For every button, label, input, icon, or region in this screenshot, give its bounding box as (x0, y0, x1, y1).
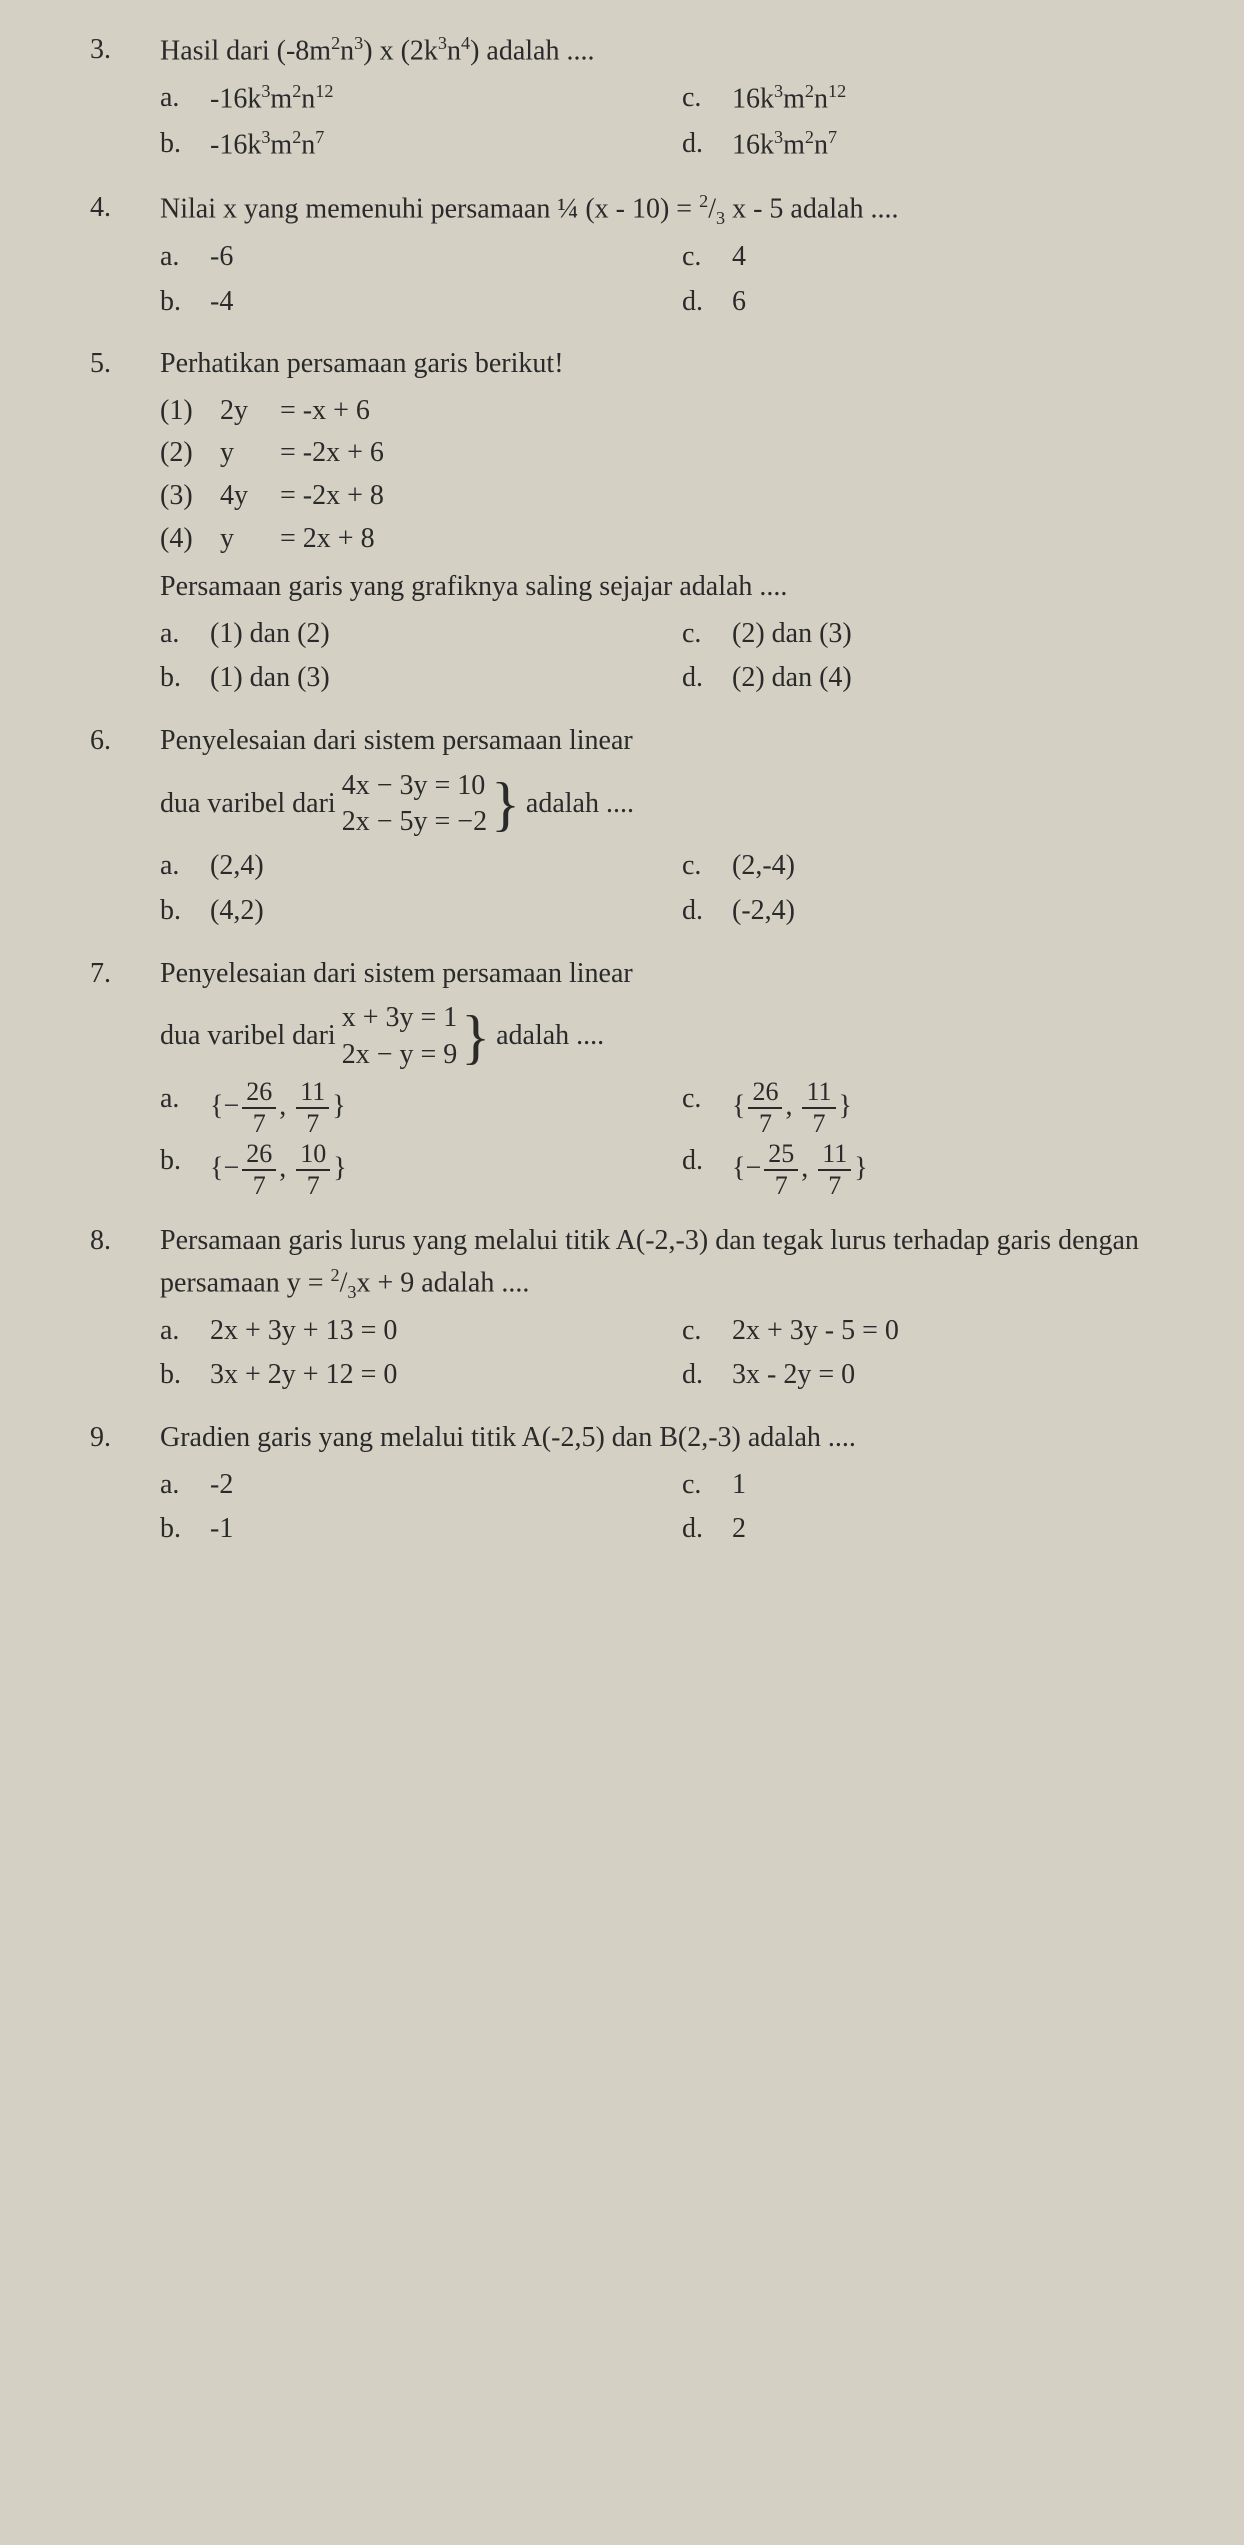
options: a.(1) dan (2) c.(2) dan (3) b.(1) dan (3… (160, 614, 1204, 703)
equation-row: (2)y= -2x + 6 (160, 433, 1204, 474)
option-b: b.(4,2) (160, 891, 682, 932)
fraction-set: {−257, 117} (732, 1141, 1204, 1199)
option-a: a.(1) dan (2) (160, 614, 682, 655)
option-b: b.-1 (160, 1509, 682, 1550)
option-a: a. {−267, 117} (160, 1079, 682, 1137)
question-stem: Persamaan garis lurus yang melalui titik… (160, 1221, 1204, 1305)
options: a.-6 c.4 b.-4 d.6 (160, 237, 1204, 326)
worksheet-page: 3. Hasil dari (-8m2n3) x (2k3n4) adalah … (0, 0, 1244, 1632)
question-number: 3. (90, 30, 160, 170)
stem-post: adalah .... (496, 1016, 604, 1057)
stem-mid: dua varibel dari (160, 1016, 336, 1057)
system-eq-2: 2x − 5y = −2 (342, 804, 487, 840)
question-number: 9. (90, 1418, 160, 1554)
right-brace-icon: } (491, 780, 520, 828)
option-c: c.1 (682, 1465, 1204, 1506)
option-c: c.(2) dan (3) (682, 614, 1204, 655)
option-c: c.2x + 3y - 5 = 0 (682, 1311, 1204, 1352)
question-stem: Nilai x yang memenuhi persamaan ¼ (x - 1… (160, 188, 1204, 231)
question-stem: Perhatikan persamaan garis berikut! (160, 344, 1204, 385)
system-eq-1: 4x − 3y = 10 (342, 768, 486, 804)
option-d: d.(2) dan (4) (682, 658, 1204, 699)
question-stem: Gradien garis yang melalui titik A(-2,5)… (160, 1418, 1204, 1459)
equation-list: (1)2y= -x + 6 (2)y= -2x + 6 (3)4y= -2x +… (160, 391, 1204, 559)
question-body: Hasil dari (-8m2n3) x (2k3n4) adalah ...… (160, 30, 1204, 170)
question-stem-line1: Penyelesaian dari sistem persamaan linea… (160, 721, 1204, 762)
option-d: d.16k3m2n7 (682, 124, 1204, 166)
options: a. {−267, 117} c. {267, 117} b. {−267, 1… (160, 1079, 1204, 1203)
equation-row: (1)2y= -x + 6 (160, 391, 1204, 432)
fraction-set: {267, 117} (732, 1079, 1204, 1137)
question-number: 6. (90, 721, 160, 936)
option-d: d.6 (682, 282, 1204, 323)
option-a: a.2x + 3y + 13 = 0 (160, 1311, 682, 1352)
question-number: 4. (90, 188, 160, 327)
system-eq-1: x + 3y = 1 (342, 1000, 458, 1036)
options: a.2x + 3y + 13 = 0 c.2x + 3y - 5 = 0 b.3… (160, 1311, 1204, 1400)
question-body: Penyelesaian dari sistem persamaan linea… (160, 954, 1204, 1203)
question-stem-line2: dua varibel dari x + 3y = 1 2x − y = 9 }… (160, 1000, 1204, 1073)
question-body: Perhatikan persamaan garis berikut! (1)2… (160, 344, 1204, 703)
option-b: b.3x + 2y + 12 = 0 (160, 1355, 682, 1396)
question-body: Gradien garis yang melalui titik A(-2,5)… (160, 1418, 1204, 1554)
question-3: 3. Hasil dari (-8m2n3) x (2k3n4) adalah … (90, 30, 1204, 170)
options: a.-16k3m2n12 c.16k3m2n12 b.-16k3m2n7 d.1… (160, 78, 1204, 170)
option-b: b.-16k3m2n7 (160, 124, 682, 166)
equation-system: 4x − 3y = 10 2x − 5y = −2 } (342, 768, 520, 841)
options: a.-2 c.1 b.-1 d.2 (160, 1465, 1204, 1554)
option-a: a.-6 (160, 237, 682, 278)
option-c: c.16k3m2n12 (682, 78, 1204, 120)
question-stem: Hasil dari (-8m2n3) x (2k3n4) adalah ...… (160, 30, 1204, 72)
options: a.(2,4) c.(2,-4) b.(4,2) d.(-2,4) (160, 846, 1204, 935)
option-b: b.-4 (160, 282, 682, 323)
question-5: 5. Perhatikan persamaan garis berikut! (… (90, 344, 1204, 703)
question-8: 8. Persamaan garis lurus yang melalui ti… (90, 1221, 1204, 1400)
question-7: 7. Penyelesaian dari sistem persamaan li… (90, 954, 1204, 1203)
fraction-set: {−267, 107} (210, 1141, 682, 1199)
option-b: b. {−267, 107} (160, 1141, 682, 1199)
option-d: d.2 (682, 1509, 1204, 1550)
question-body: Persamaan garis lurus yang melalui titik… (160, 1221, 1204, 1400)
question-stem-line1: Penyelesaian dari sistem persamaan linea… (160, 954, 1204, 995)
question-number: 7. (90, 954, 160, 1203)
option-a: a.-16k3m2n12 (160, 78, 682, 120)
option-d: d. {−257, 117} (682, 1141, 1204, 1199)
fraction-set: {−267, 117} (210, 1079, 682, 1137)
question-body: Nilai x yang memenuhi persamaan ¼ (x - 1… (160, 188, 1204, 327)
question-6: 6. Penyelesaian dari sistem persamaan li… (90, 721, 1204, 936)
option-a: a.-2 (160, 1465, 682, 1506)
equation-row: (3)4y= -2x + 8 (160, 476, 1204, 517)
question-body: Penyelesaian dari sistem persamaan linea… (160, 721, 1204, 936)
option-a: a.(2,4) (160, 846, 682, 887)
equation-system: x + 3y = 1 2x − y = 9 } (342, 1000, 490, 1073)
stem-mid: dua varibel dari (160, 784, 336, 825)
system-eq-2: 2x − y = 9 (342, 1037, 458, 1073)
option-b: b.(1) dan (3) (160, 658, 682, 699)
stem-post: adalah .... (526, 784, 634, 825)
right-brace-icon: } (461, 1013, 490, 1061)
question-number: 8. (90, 1221, 160, 1400)
question-4: 4. Nilai x yang memenuhi persamaan ¼ (x … (90, 188, 1204, 327)
option-c: c.(2,-4) (682, 846, 1204, 887)
question-9: 9. Gradien garis yang melalui titik A(-2… (90, 1418, 1204, 1554)
question-stem-line2: dua varibel dari 4x − 3y = 10 2x − 5y = … (160, 768, 1204, 841)
option-d: d.3x - 2y = 0 (682, 1355, 1204, 1396)
option-c: c. {267, 117} (682, 1079, 1204, 1137)
equation-row: (4)y= 2x + 8 (160, 519, 1204, 560)
option-c: c.4 (682, 237, 1204, 278)
question-number: 5. (90, 344, 160, 703)
option-d: d.(-2,4) (682, 891, 1204, 932)
question-substem: Persamaan garis yang grafiknya saling se… (160, 567, 1204, 608)
